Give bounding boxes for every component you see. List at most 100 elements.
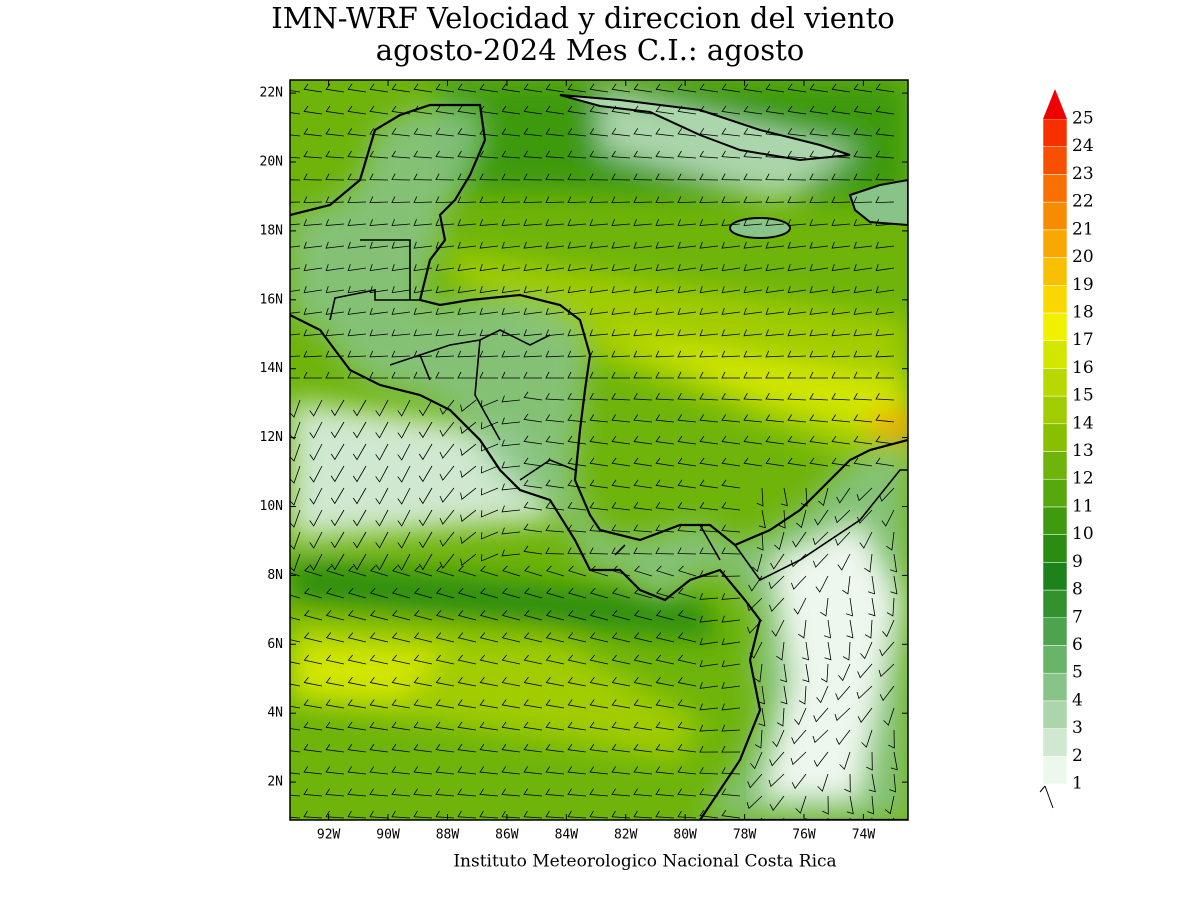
wind-barb <box>721 241 741 249</box>
wind-barb <box>611 241 631 249</box>
wind-barb <box>768 575 785 590</box>
wind-barb <box>391 241 411 249</box>
wind-barb <box>567 810 587 819</box>
y-tick-label: 16N <box>260 292 283 307</box>
wind-barb <box>677 435 697 445</box>
wind-barb <box>677 286 697 294</box>
wind-barb <box>457 196 477 204</box>
wind-barb <box>809 173 829 181</box>
wind-barb <box>699 307 719 315</box>
wind-barb <box>776 707 785 727</box>
wind-barb <box>325 743 345 753</box>
wind-barb <box>523 83 543 93</box>
wind-barb <box>633 392 653 401</box>
wind-barb <box>677 810 697 819</box>
wind-barb <box>352 509 367 527</box>
wind-barb <box>765 457 785 467</box>
wind-barb <box>787 329 807 337</box>
wind-barb <box>545 766 565 775</box>
wind-barb <box>677 610 697 621</box>
wind-barb <box>859 531 873 549</box>
wind-barb <box>756 531 764 551</box>
wind-barb <box>875 173 895 181</box>
wind-barb <box>721 83 741 93</box>
wind-barb <box>884 795 895 815</box>
wind-barb <box>721 570 741 577</box>
wind-barb <box>479 371 499 379</box>
wind-barb <box>413 699 433 709</box>
colorbar-box <box>1042 478 1068 508</box>
jamaica <box>729 217 791 239</box>
wind-barb <box>633 105 653 115</box>
wind-barb <box>589 788 609 797</box>
wind-barb <box>347 350 367 358</box>
wind-barb <box>743 173 763 181</box>
wind-barb <box>699 681 719 689</box>
wind-barb <box>589 371 609 379</box>
wind-barb <box>677 547 697 555</box>
wind-barb <box>796 509 807 529</box>
wind-barb <box>780 685 788 705</box>
wind-barb <box>325 587 345 599</box>
wind-barb <box>418 531 433 549</box>
colorbar-box <box>1042 146 1068 175</box>
wind-barb <box>677 371 697 379</box>
wind-barb <box>397 531 411 549</box>
wind-barb <box>290 377 301 379</box>
wind-barb <box>790 553 807 568</box>
wind-barb <box>634 565 653 577</box>
wind-barb <box>747 773 763 789</box>
wind-barb <box>875 435 895 445</box>
colorbar-box <box>1042 672 1068 702</box>
wind-barb <box>523 457 543 467</box>
wind-barb <box>769 597 785 612</box>
wind-barb <box>479 173 499 181</box>
wind-barb <box>787 286 807 294</box>
wind-barb <box>699 767 719 775</box>
wind-barb <box>413 371 433 379</box>
wind-barb <box>501 810 521 819</box>
wind-barb <box>838 663 851 682</box>
wind-barb <box>677 743 697 753</box>
wind-barb <box>413 676 433 687</box>
x-tick-label: 76W <box>792 828 816 843</box>
wind-barb <box>798 685 807 705</box>
wind-barb <box>677 150 697 159</box>
wind-barb <box>303 350 323 358</box>
wind-barb <box>787 128 807 137</box>
wind-barb <box>677 524 697 533</box>
wind-barb <box>853 286 873 294</box>
wind-barb <box>545 264 565 272</box>
wind-barb <box>879 641 895 657</box>
wind-barb <box>290 223 301 226</box>
wind-barb <box>303 610 323 621</box>
wind-barb <box>545 105 565 115</box>
wind-barb <box>787 307 807 315</box>
wind-barb <box>545 788 565 797</box>
wind-barb <box>589 502 609 511</box>
wind-barb <box>290 487 301 506</box>
wind-barb <box>721 724 741 732</box>
wind-barb <box>655 810 675 819</box>
wind-barb <box>303 810 323 819</box>
wind-barb <box>501 632 521 643</box>
wind-barb <box>699 371 719 379</box>
wind-barb <box>831 173 851 181</box>
wind-barb <box>611 810 631 819</box>
wind-barb <box>699 479 719 489</box>
wind-barb <box>480 421 499 430</box>
wind-barb <box>815 575 829 593</box>
wind-barb <box>479 788 499 797</box>
wind-barb <box>479 721 499 731</box>
wind-barb <box>809 371 829 379</box>
wind-barb <box>699 435 719 445</box>
wind-barb <box>765 83 785 93</box>
wind-barb <box>375 421 389 439</box>
wind-barb <box>743 392 763 401</box>
wind-barb <box>418 399 433 417</box>
wind-barb <box>435 241 455 249</box>
wind-barb <box>523 173 543 181</box>
wind-barb <box>875 150 895 159</box>
wind-barb <box>325 173 345 181</box>
wind-barb <box>435 654 455 665</box>
